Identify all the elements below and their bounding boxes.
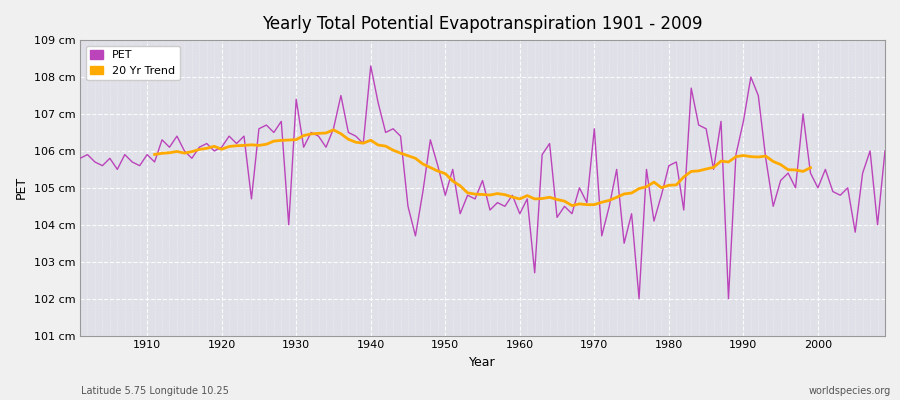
Line: 20 Yr Trend: 20 Yr Trend (155, 130, 811, 206)
PET (515, 211, 526, 216)
20 Yr Trend (284, 138, 294, 142)
PET (634, 296, 644, 301)
20 Yr Trend (231, 143, 242, 148)
Title: Yearly Total Potential Evapotranspiration 1901 - 2009: Yearly Total Potential Evapotranspiratio… (262, 15, 703, 33)
20 Yr Trend (745, 154, 756, 159)
PET (134, 163, 145, 168)
20 Yr Trend (567, 203, 578, 208)
PET (343, 130, 354, 135)
PET (879, 148, 890, 153)
PET (522, 196, 533, 201)
PET (611, 167, 622, 172)
20 Yr Trend (410, 156, 421, 161)
20 Yr Trend (328, 128, 339, 132)
X-axis label: Year: Year (469, 356, 496, 369)
Line: PET: PET (80, 66, 885, 299)
PET (298, 145, 309, 150)
Text: Latitude 5.75 Longitude 10.25: Latitude 5.75 Longitude 10.25 (81, 386, 229, 396)
Legend: PET, 20 Yr Trend: PET, 20 Yr Trend (86, 46, 180, 80)
20 Yr Trend (806, 165, 816, 170)
PET (365, 64, 376, 68)
20 Yr Trend (216, 147, 227, 152)
Text: worldspecies.org: worldspecies.org (809, 386, 891, 396)
20 Yr Trend (149, 152, 160, 157)
20 Yr Trend (492, 191, 503, 196)
Y-axis label: PET: PET (15, 176, 28, 200)
PET (75, 156, 86, 161)
